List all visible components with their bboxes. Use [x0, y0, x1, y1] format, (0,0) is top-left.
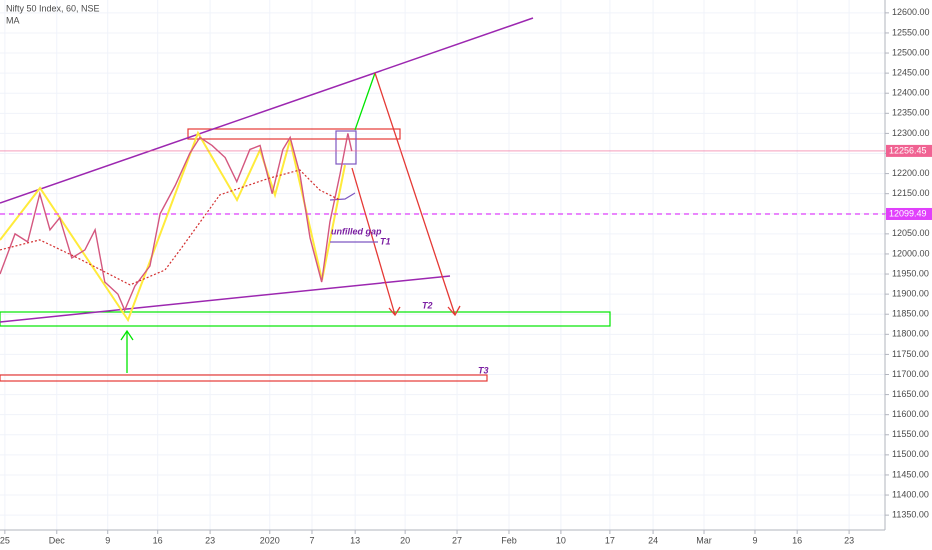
arrow-head	[388, 306, 401, 317]
y-tick-label: 12400.00	[892, 88, 930, 98]
y-tick-label: 12350.00	[892, 108, 930, 118]
x-tick-label: 2020	[260, 535, 280, 545]
x-tick-label: 9	[752, 535, 757, 545]
drawings: unfilled gap T1 T2 T3	[0, 17, 611, 382]
t3-zone	[0, 374, 488, 382]
annotation: T2	[422, 300, 433, 310]
price-label: 12256.45	[889, 145, 927, 155]
arrow-head	[120, 329, 134, 341]
grid-layer	[0, 0, 885, 530]
ma-line	[0, 169, 341, 286]
y-tick-label: 11700.00	[892, 369, 929, 379]
y-tick-label: 11400.00	[892, 489, 929, 499]
x-tick-label: 24	[648, 535, 658, 545]
y-tick-label: 11450.00	[892, 469, 929, 479]
annotation: T3	[478, 365, 489, 375]
y-tick-label: 11650.00	[892, 389, 929, 399]
x-tick-label: Mar	[696, 535, 712, 545]
support-zone	[0, 311, 611, 327]
x-tick-label: 16	[153, 535, 163, 545]
y-tick-label: 12500.00	[892, 47, 930, 57]
y-tick-label: 11350.00	[892, 510, 929, 520]
x-tick-label: 27	[452, 535, 462, 545]
y-tick-label: 11950.00	[892, 268, 929, 278]
x-tick-label: 10	[556, 535, 566, 545]
y-tick-label: 11800.00	[892, 329, 929, 339]
price-line-series	[0, 133, 353, 313]
y-tick-label: 12300.00	[892, 128, 930, 138]
annotation: T1	[380, 236, 391, 246]
annotation: unfilled gap	[331, 226, 382, 236]
box	[335, 130, 357, 165]
x-tick-label: 7	[309, 535, 314, 545]
projection-down	[374, 72, 456, 316]
projection-up	[354, 72, 376, 131]
y-tick-label: 12600.00	[892, 7, 930, 17]
y-tick-label: 11750.00	[892, 349, 929, 359]
y-tick-label: 11600.00	[892, 409, 929, 419]
upper-channel	[0, 17, 534, 204]
y-tick-label: 12150.00	[892, 188, 930, 198]
x-tick-label: 20	[400, 535, 410, 545]
chart-title: Nifty 50 Index, 60, NSE	[6, 3, 100, 13]
y-tick-label: 12050.00	[892, 228, 930, 238]
x-tick-label: 23	[844, 535, 854, 545]
x-tick-label: 23	[205, 535, 215, 545]
x-tick-label: 16	[792, 535, 802, 545]
x-tick-label: 17	[605, 535, 615, 545]
y-tick-label: 12000.00	[892, 248, 930, 258]
price-label-box	[886, 207, 932, 220]
x-tick-label: 25	[0, 535, 10, 545]
y-tick-label: 12450.00	[892, 68, 930, 78]
legend-entry: MA	[6, 15, 20, 25]
lower-channel	[0, 275, 451, 323]
resistance-zone	[187, 128, 401, 140]
y-tick-label: 11550.00	[892, 429, 929, 439]
x-tick-label: Dec	[49, 535, 66, 545]
x-tick-label: 13	[350, 535, 360, 545]
arrow-head	[447, 305, 461, 317]
price-label-box	[886, 144, 932, 157]
y-tick-label: 11500.00	[892, 449, 929, 459]
y-tick-label: 11850.00	[892, 309, 929, 319]
price-label: 12099.49	[889, 208, 927, 218]
y-tick-label: 11900.00	[892, 289, 929, 299]
y-tick-label: 12550.00	[892, 27, 930, 37]
x-tick-label: 9	[105, 535, 110, 545]
y-tick-label: 12200.00	[892, 168, 930, 178]
x-tick-label: Feb	[501, 535, 517, 545]
